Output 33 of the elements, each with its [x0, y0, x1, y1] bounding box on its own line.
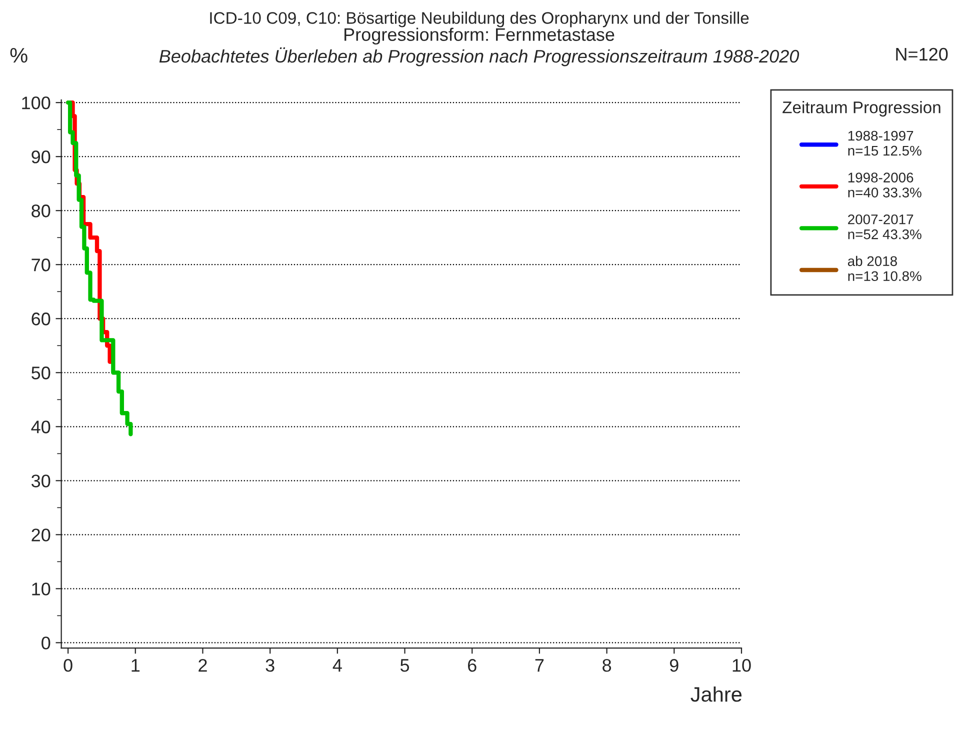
x-tick-label: 7 — [535, 659, 544, 672]
chart-subtitle: Progressionsform: Fernmetastase — [344, 28, 614, 45]
y-tick-label: 80 — [32, 204, 50, 218]
y-tick-label: 100 — [22, 96, 50, 110]
x-tick-label: 3 — [266, 658, 274, 672]
y-tick-label: 70 — [32, 258, 50, 272]
x-tick-label: 8 — [602, 658, 612, 672]
x-tick-label: 5 — [400, 659, 410, 672]
y-tick-label: 0 — [42, 636, 50, 650]
y-tick-label: 90 — [32, 150, 50, 164]
legend-label: 1988-1997 n=15 12.5% — [848, 130, 922, 156]
y-tick-label: 50 — [32, 366, 50, 380]
legend-label: 2007-2017 n=52 43.3% — [848, 214, 922, 240]
y-tick-label: 40 — [31, 420, 50, 434]
x-tick-label: 6 — [468, 658, 476, 672]
x-tick-label: 0 — [64, 658, 72, 672]
x-tick-label: 2 — [198, 658, 207, 672]
y-axis-title: % — [10, 48, 28, 63]
x-axis-title: Jahre — [690, 686, 742, 702]
y-tick-label: 60 — [32, 312, 50, 326]
legend-title: Zeitraum Progression — [782, 101, 940, 117]
y-tick-label: 20 — [32, 528, 50, 542]
legend-label: 1998-2006 n=40 33.3% — [848, 172, 922, 198]
text: Beobachtetes Überleben ab Progression nach Progressionszeitraum 1988-2020 — [159, 47, 800, 66]
text: N=120 — [896, 48, 948, 61]
x-tick-label: 4 — [332, 659, 342, 672]
legend-label: ab 2018 n=13 10.8% — [848, 256, 922, 282]
y-tick-label: 10 — [32, 582, 50, 596]
chart-title: ICD-10 C09, C10: Bösartige Neubildung des Oropharynx und der Tonsille — [210, 12, 749, 28]
x-tick-label: 1 — [132, 659, 140, 672]
x-tick-label: 9 — [670, 658, 678, 672]
y-tick-label: 30 — [32, 474, 50, 488]
x-tick-label: 10 — [732, 658, 751, 672]
